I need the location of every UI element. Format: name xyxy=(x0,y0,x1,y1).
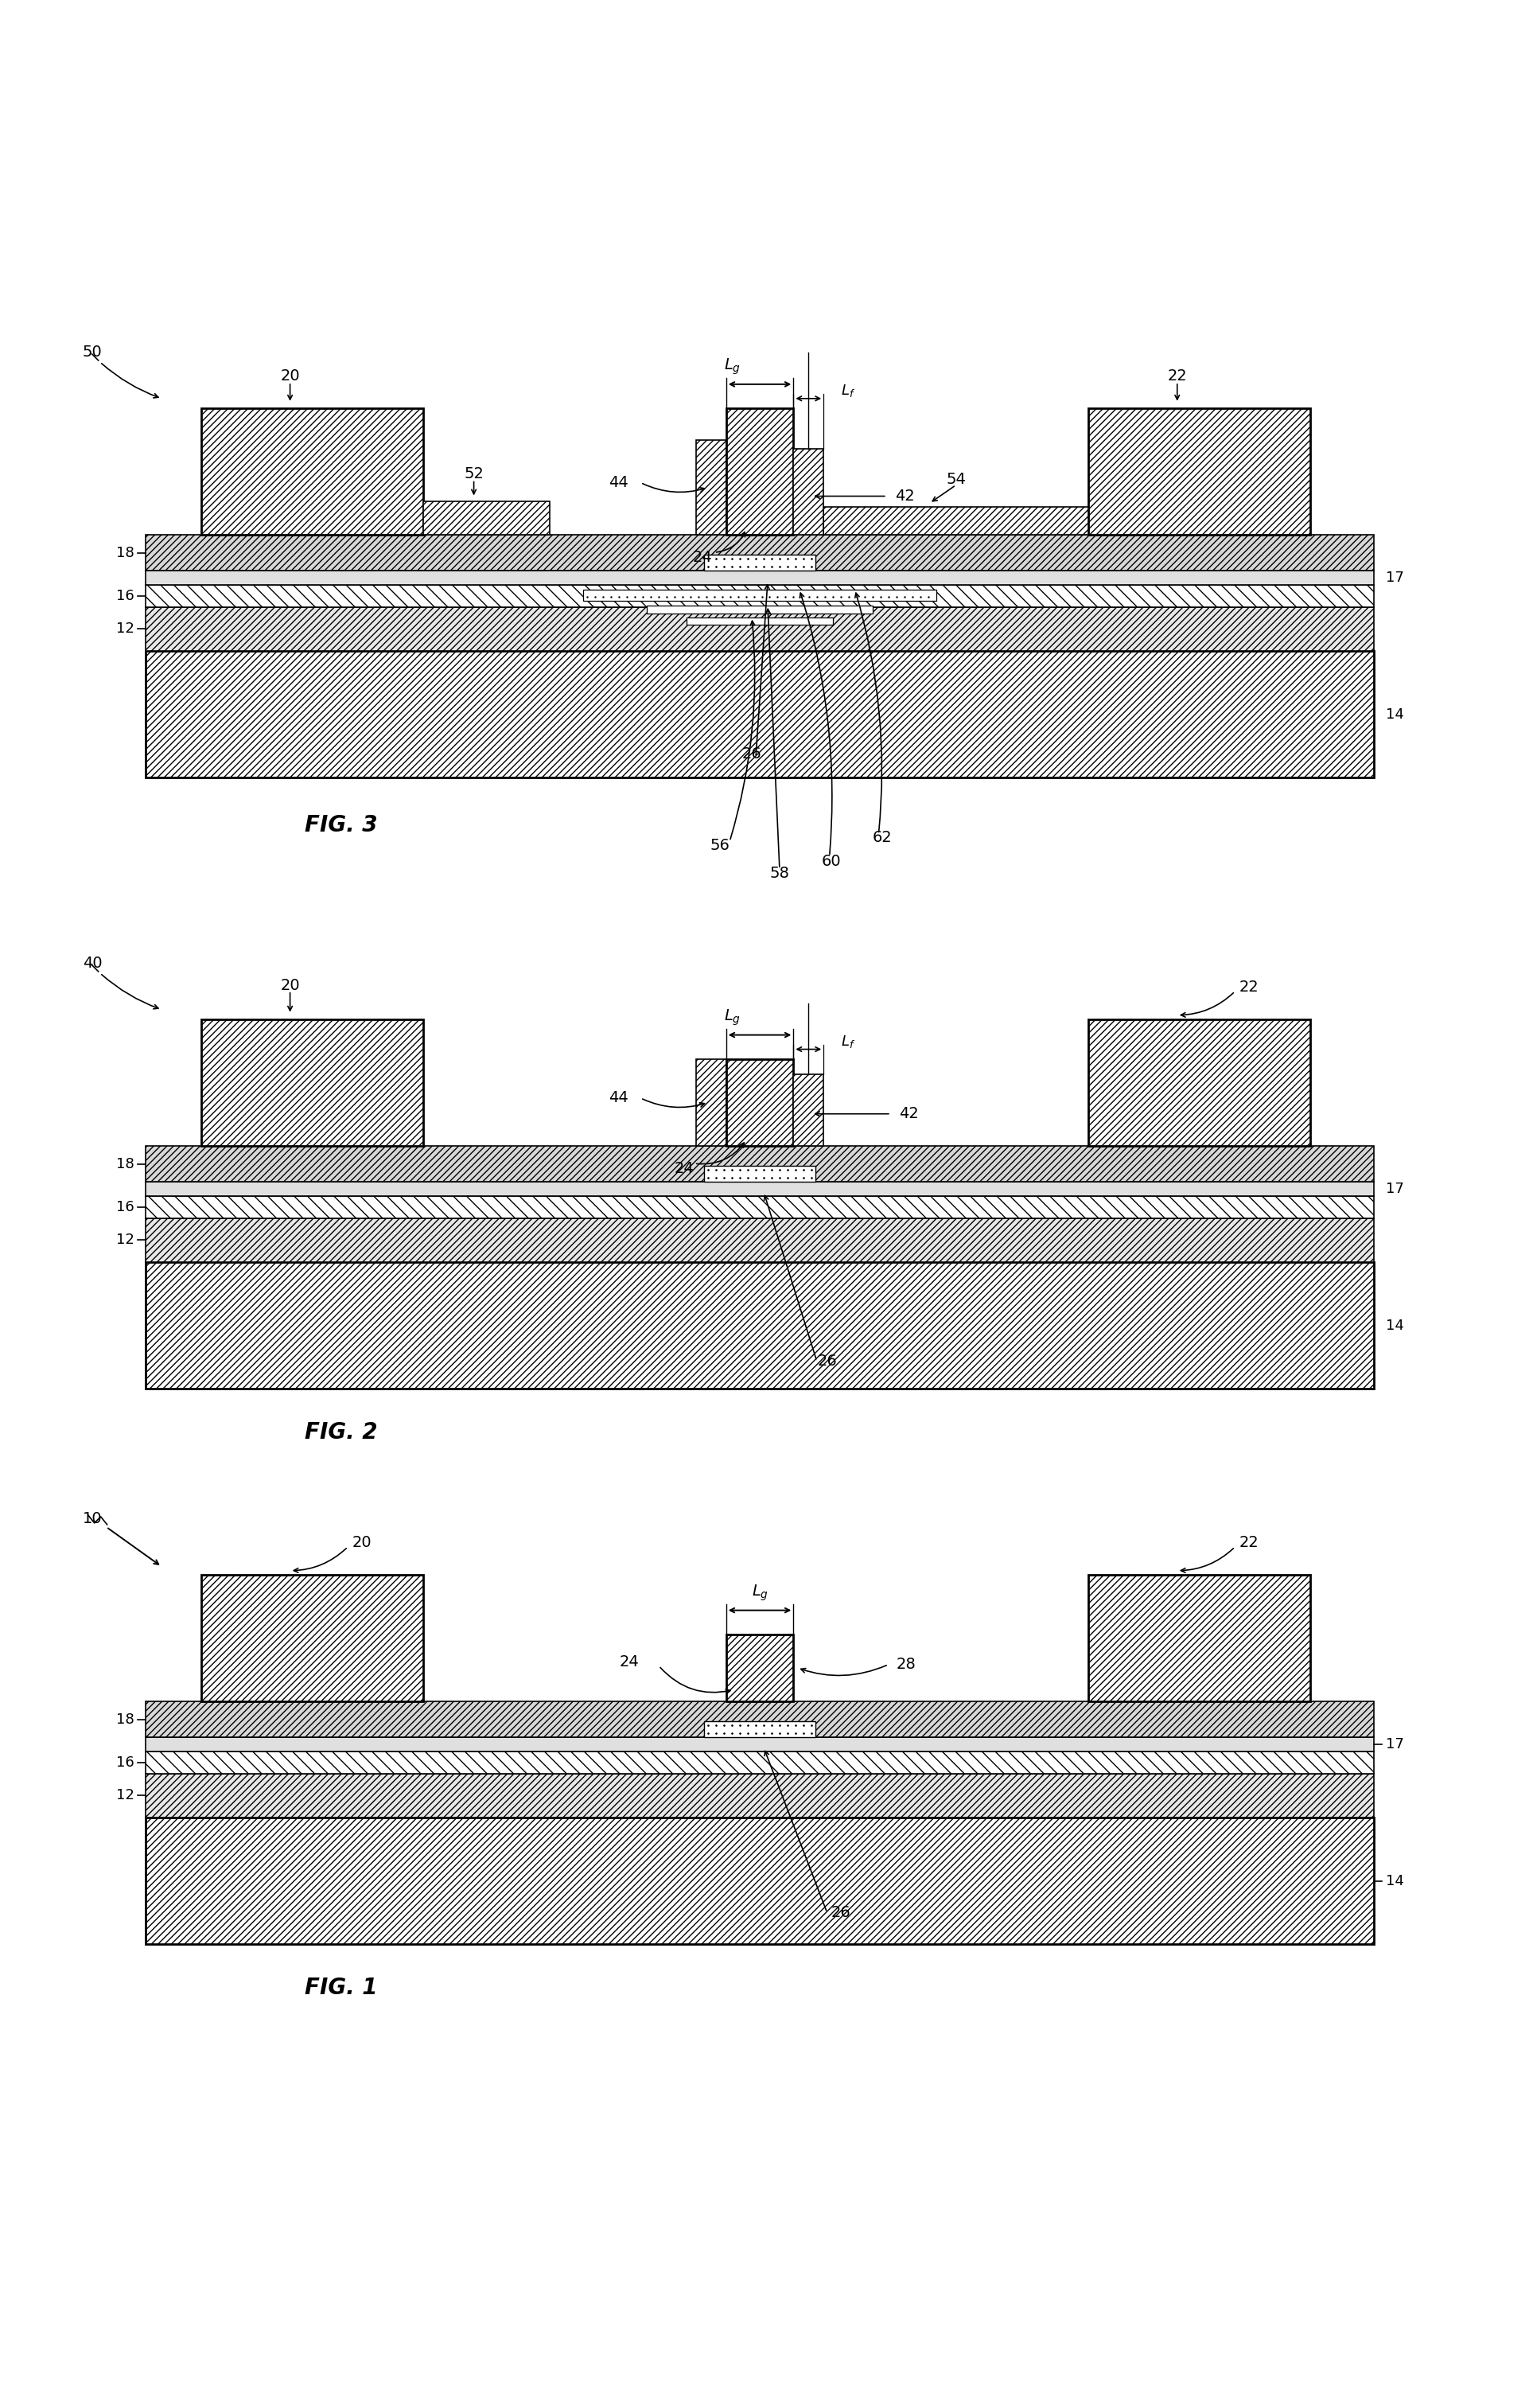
Text: 42: 42 xyxy=(898,1105,918,1122)
Bar xyxy=(146,1775,1374,1818)
Text: 17: 17 xyxy=(1386,571,1404,585)
Bar xyxy=(201,1019,423,1146)
Text: 60: 60 xyxy=(822,852,842,869)
Bar xyxy=(146,1197,1374,1218)
Text: 24: 24 xyxy=(675,1161,694,1175)
Text: 54: 54 xyxy=(946,472,966,486)
Bar xyxy=(201,407,423,535)
Bar xyxy=(584,590,937,600)
Text: 12: 12 xyxy=(117,1233,133,1247)
Text: 52: 52 xyxy=(464,467,484,482)
Text: 20: 20 xyxy=(281,978,300,995)
Text: FIG. 1: FIG. 1 xyxy=(305,1977,377,1999)
Text: 18: 18 xyxy=(117,1156,133,1170)
Text: 22: 22 xyxy=(1239,1536,1259,1551)
Bar xyxy=(1088,1575,1311,1702)
Text: 14: 14 xyxy=(1386,1317,1404,1332)
Bar xyxy=(146,650,1374,778)
Text: 20: 20 xyxy=(353,1536,371,1551)
Text: 44: 44 xyxy=(609,1091,629,1105)
Text: 26: 26 xyxy=(742,746,762,761)
Text: 26: 26 xyxy=(817,1353,837,1368)
Text: 12: 12 xyxy=(117,621,133,636)
Text: 18: 18 xyxy=(117,547,133,561)
Text: 26: 26 xyxy=(831,1905,851,1919)
Bar xyxy=(146,571,1374,585)
Text: FIG. 2: FIG. 2 xyxy=(305,1421,377,1445)
Text: FIG. 3: FIG. 3 xyxy=(305,814,377,836)
Text: 28: 28 xyxy=(897,1657,917,1671)
Text: 10: 10 xyxy=(83,1512,103,1527)
Bar xyxy=(146,1218,1374,1262)
Text: 44: 44 xyxy=(609,474,629,491)
Bar xyxy=(146,1818,1374,1943)
Bar xyxy=(647,604,872,614)
Text: 14: 14 xyxy=(1386,1873,1404,1888)
Text: 18: 18 xyxy=(117,1712,133,1727)
Text: $L_f$: $L_f$ xyxy=(842,383,855,400)
Text: 20: 20 xyxy=(281,368,300,383)
Bar xyxy=(146,607,1374,650)
Bar xyxy=(146,585,1374,607)
Text: 16: 16 xyxy=(117,1755,133,1770)
Text: 22: 22 xyxy=(1239,980,1259,995)
Bar xyxy=(1088,1019,1311,1146)
Text: 40: 40 xyxy=(83,956,103,970)
Bar xyxy=(146,1146,1374,1182)
Text: 50: 50 xyxy=(83,344,103,361)
Text: $L_g$: $L_g$ xyxy=(724,1009,740,1028)
Text: 22: 22 xyxy=(1167,368,1187,383)
Text: 56: 56 xyxy=(710,838,730,852)
Text: 58: 58 xyxy=(770,864,789,881)
Text: 17: 17 xyxy=(1386,1182,1404,1197)
Text: 12: 12 xyxy=(117,1789,133,1804)
Bar xyxy=(687,616,832,624)
Text: 24: 24 xyxy=(693,549,713,566)
Bar xyxy=(704,554,816,571)
Bar xyxy=(727,1635,794,1702)
Text: 62: 62 xyxy=(872,831,892,845)
Bar xyxy=(1088,407,1311,535)
Bar xyxy=(696,1060,727,1146)
Bar xyxy=(146,1182,1374,1197)
Text: 16: 16 xyxy=(117,1199,133,1214)
Text: 42: 42 xyxy=(895,489,915,503)
Text: $L_f$: $L_f$ xyxy=(842,1033,855,1050)
Text: 24: 24 xyxy=(619,1654,639,1669)
Text: 14: 14 xyxy=(1386,708,1404,722)
Bar xyxy=(727,407,794,535)
Bar xyxy=(823,508,1088,535)
Text: $L_g$: $L_g$ xyxy=(724,356,740,376)
Bar xyxy=(727,1060,794,1146)
Bar xyxy=(423,501,550,535)
Bar xyxy=(201,1575,423,1702)
Text: 16: 16 xyxy=(117,590,133,604)
Bar xyxy=(146,1702,1374,1736)
Bar xyxy=(794,1074,823,1146)
Bar xyxy=(704,1722,816,1736)
Bar xyxy=(146,535,1374,571)
Bar xyxy=(146,1262,1374,1389)
Text: $L_g$: $L_g$ xyxy=(751,1582,768,1604)
Bar xyxy=(146,1736,1374,1751)
Bar xyxy=(704,1165,816,1182)
Bar xyxy=(696,441,727,535)
Bar xyxy=(146,1751,1374,1775)
Bar xyxy=(794,448,823,535)
Text: 17: 17 xyxy=(1386,1736,1404,1751)
